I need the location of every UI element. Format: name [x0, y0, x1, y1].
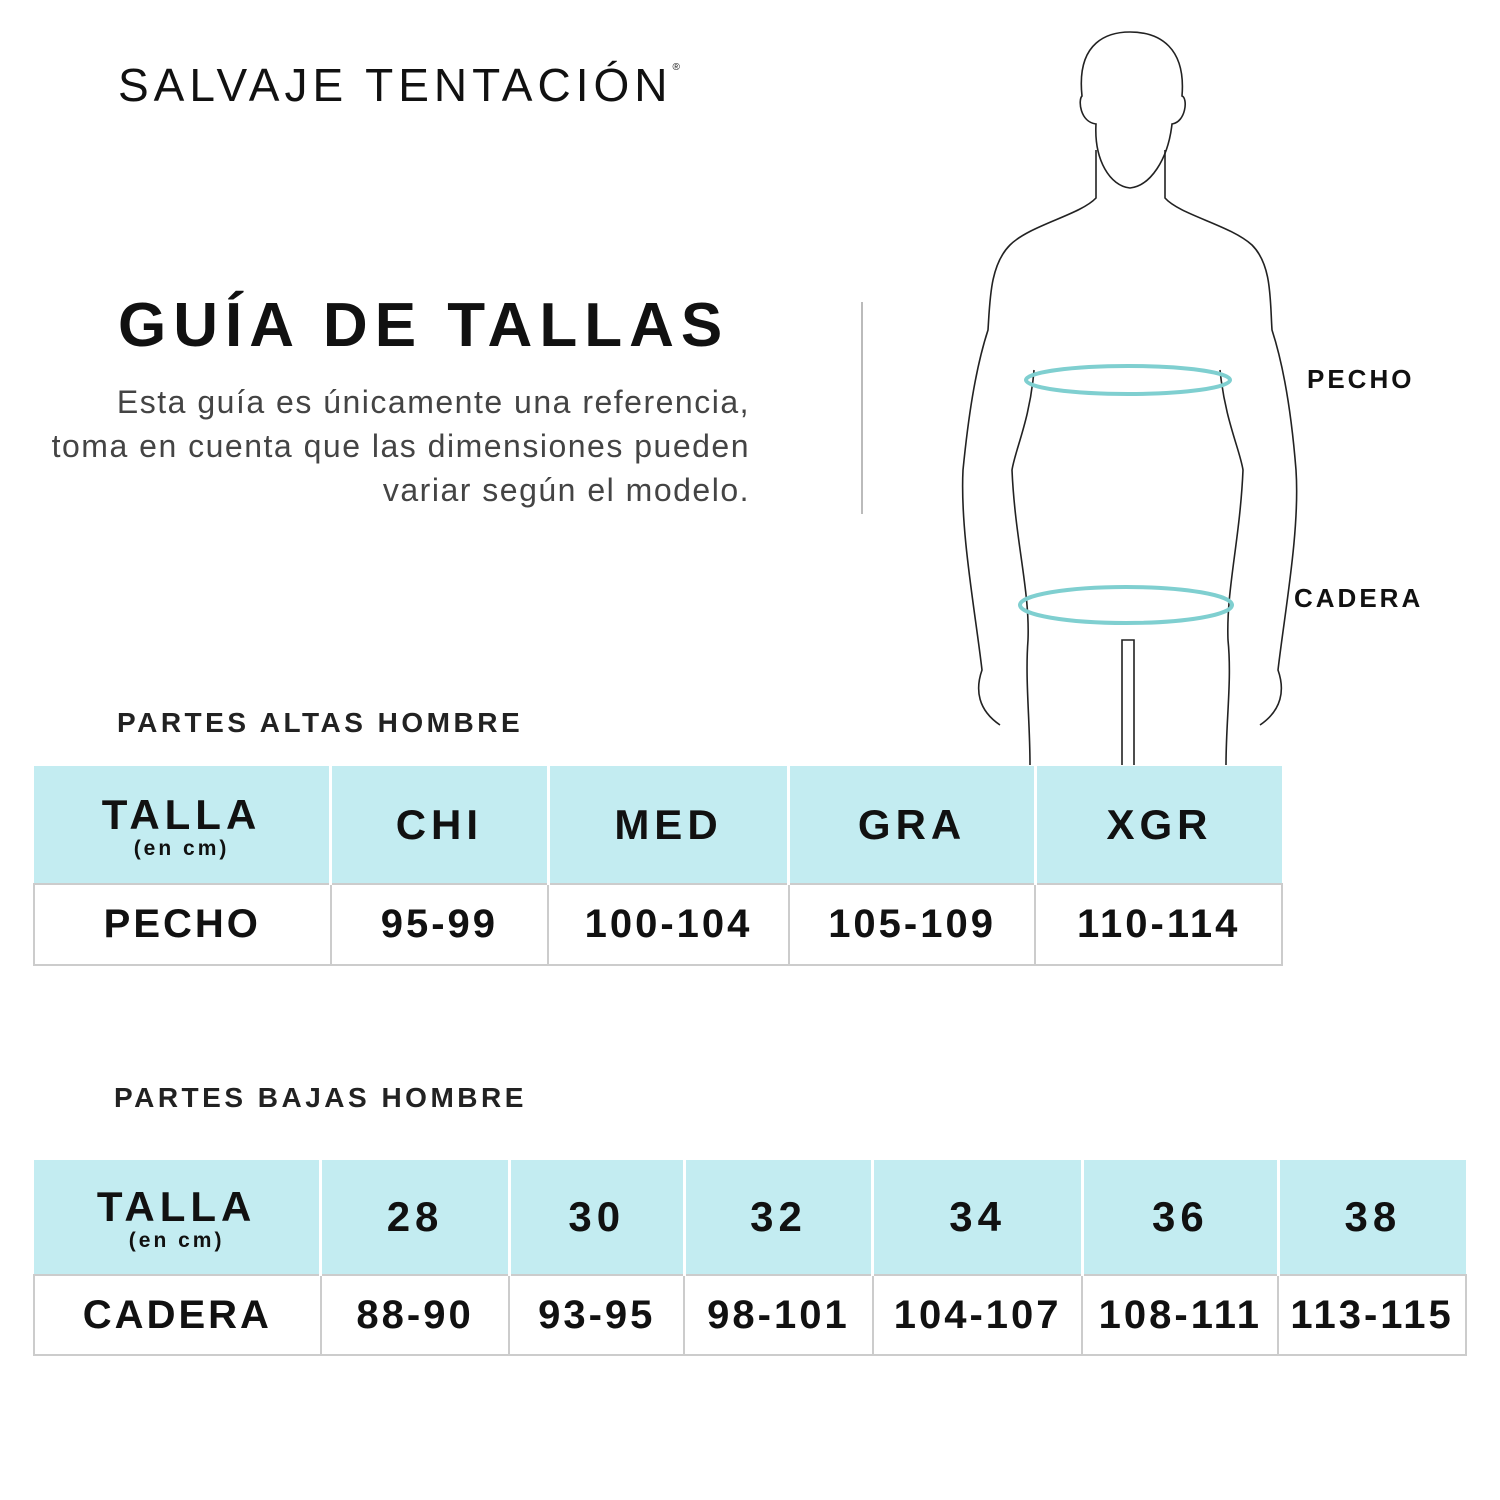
row-label: CADERA	[33, 1274, 322, 1356]
size-header: MED	[548, 766, 791, 884]
tops-section-title: PARTES ALTAS HOMBRE	[117, 707, 524, 738]
hip-label: CADERA	[1294, 583, 1424, 613]
value-cell: 104-107	[871, 1274, 1084, 1356]
unit-label: (en cm)	[128, 1229, 225, 1252]
talla-label: TALLA	[96, 1183, 257, 1230]
hip-measure-ring	[1018, 585, 1234, 625]
size-header: 30	[509, 1160, 686, 1275]
size-header: 38	[1278, 1160, 1466, 1275]
body-outline	[1079, 31, 1186, 189]
table-row: CADERA 88-90 93-95 98-101 104-107 108-11…	[33, 1274, 1467, 1356]
header-talla: TALLA (en cm)	[34, 766, 333, 884]
value-cell: 105-109	[787, 883, 1037, 966]
size-header: 28	[320, 1160, 511, 1275]
size-header: 36	[1082, 1160, 1280, 1275]
value-cell: 113-115	[1277, 1274, 1467, 1356]
size-header: 34	[872, 1160, 1084, 1275]
body-figure-illustration	[961, 31, 1298, 766]
description: Esta guía es únicamente una referencia, …	[51, 384, 750, 508]
unit-label: (en cm)	[133, 836, 230, 860]
value-cell: 98-101	[683, 1274, 874, 1356]
registered-mark: ®	[672, 62, 680, 73]
chest-label: PECHO	[1307, 364, 1415, 394]
brand-logo: SALVAJE TENTACIÓN®	[118, 58, 680, 112]
size-header: GRA	[788, 766, 1037, 884]
divider	[861, 302, 863, 514]
value-cell: 110-114	[1034, 883, 1283, 966]
value-cell: 100-104	[547, 883, 790, 966]
row-label: PECHO	[33, 883, 332, 966]
bottoms-section-title: PARTES BAJAS HOMBRE	[114, 1082, 527, 1113]
chest-measure-ring	[1024, 364, 1232, 396]
tops-size-table: TALLA (en cm) CHI MED GRA XGR PECHO 95-99…	[33, 766, 1283, 966]
value-cell: 95-99	[329, 883, 550, 966]
value-cell: 93-95	[508, 1274, 686, 1356]
talla-label: TALLA	[101, 790, 262, 838]
page-title: GUÍA DE TALLAS	[118, 291, 730, 360]
header-talla: TALLA (en cm)	[34, 1160, 323, 1275]
brand-name: SALVAJE TENTACIÓN	[118, 59, 673, 111]
table-row: PECHO 95-99 100-104 105-109 110-114	[33, 883, 1283, 966]
size-header: 32	[684, 1160, 875, 1275]
value-cell: 88-90	[319, 1274, 511, 1356]
size-header: XGR	[1035, 766, 1282, 884]
value-cell: 108-111	[1081, 1274, 1280, 1356]
table-header-row: TALLA (en cm) CHI MED GRA XGR	[34, 766, 1282, 884]
bottoms-size-table: TALLA (en cm) 28 30 32 34 36 38 CADERA 88…	[33, 1160, 1467, 1356]
size-header: CHI	[330, 766, 550, 884]
table-header-row: TALLA (en cm) 28 30 32 34 36 38	[34, 1160, 1466, 1275]
